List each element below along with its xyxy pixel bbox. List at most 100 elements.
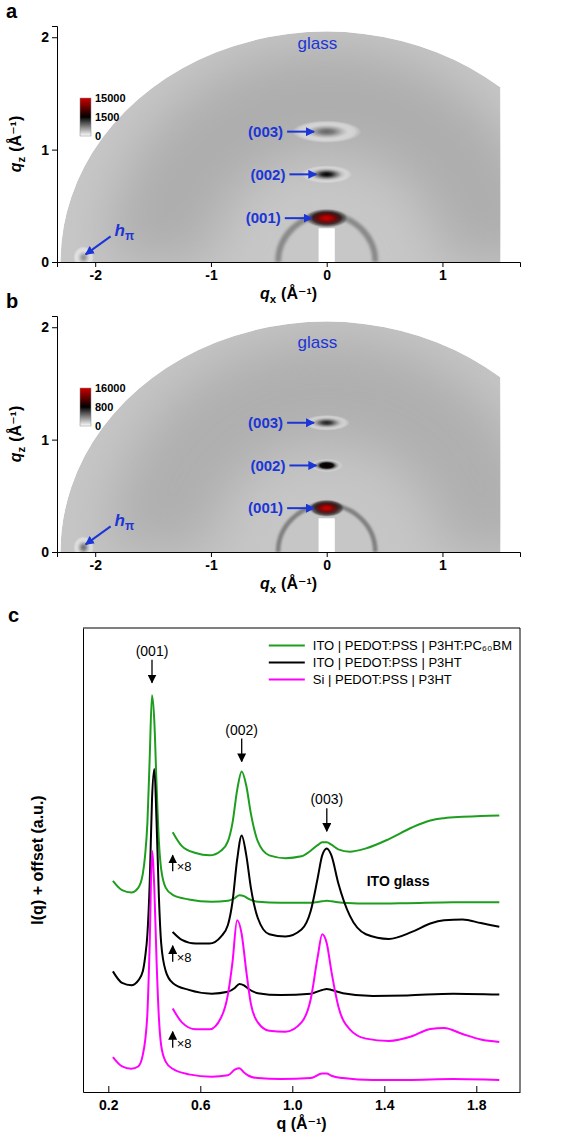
legend-swatch <box>269 678 305 680</box>
axis <box>83 629 84 1093</box>
tick-label: 0 <box>41 254 49 270</box>
beamstop <box>319 228 335 262</box>
series-line <box>173 835 500 943</box>
tick: 0 <box>323 262 331 283</box>
tick-mark <box>292 1086 293 1092</box>
series-line <box>113 769 499 996</box>
axis-line <box>52 27 58 263</box>
label-arrow <box>287 507 314 509</box>
legend-swatch <box>269 644 305 646</box>
axis-title-symbol: q <box>260 575 270 592</box>
axis-title-subscript: x <box>270 293 277 305</box>
tick-label: 0.2 <box>99 1097 119 1113</box>
colorbar-gradient <box>80 98 91 136</box>
figure: -2-101012qx(Å⁻¹)qz(Å⁻¹)0150015000(003)(0… <box>0 0 576 1138</box>
colorbar-label: 800 <box>95 401 113 413</box>
scale-label: ×8 <box>177 859 192 874</box>
plot-area <box>60 32 500 262</box>
axis: 012 <box>41 27 57 270</box>
series-line <box>113 851 499 1080</box>
tick-label: -1 <box>205 557 218 573</box>
label-arrow <box>326 808 327 831</box>
axis: -2 -1 0 1 <box>58 262 521 283</box>
peak-label: (001) <box>246 209 281 226</box>
tick: 1 <box>439 552 447 573</box>
axis-title: qx (Å⁻¹) <box>260 574 317 595</box>
tick-label: 1.0 <box>283 1097 303 1113</box>
axis-title-subscript: x <box>270 583 277 595</box>
label-arrow <box>285 217 312 219</box>
axis-title-unit: (Å⁻¹) <box>281 574 317 592</box>
tick-mark <box>52 37 57 38</box>
axis-line <box>52 317 58 553</box>
peak-label: (001) <box>248 499 283 516</box>
tick: 2 <box>41 29 57 45</box>
panel-letter: a <box>6 0 18 22</box>
axis-title-unit: (Å⁻¹) <box>6 116 24 152</box>
tick: -1 <box>205 262 218 283</box>
tick-mark <box>52 440 57 441</box>
colorbar-label: 15000 <box>95 92 126 104</box>
annotation: glass <box>298 34 338 53</box>
tick-label: 0 <box>323 557 331 573</box>
axis-title-subscript: z <box>15 156 27 162</box>
peak-label: (003) <box>310 791 343 807</box>
legend-label: ITO | PEDOT:PSS | P3HT <box>313 655 462 670</box>
tick-label: 1 <box>41 432 49 448</box>
label-arrow <box>86 526 111 544</box>
tick: 1.0 <box>283 1086 303 1113</box>
label-arrow <box>172 1032 173 1048</box>
axis-line <box>58 553 521 558</box>
panel: -2-101012qx(Å⁻¹)qz(Å⁻¹)0150015000(003)(0… <box>6 27 521 306</box>
h-label-subscript: π <box>125 229 134 243</box>
tick: 1 <box>439 262 447 283</box>
beamstop <box>319 518 335 552</box>
label-arrow <box>172 946 173 962</box>
colorbar-label: 16000 <box>95 382 126 394</box>
axis-title-symbol: q <box>7 162 24 172</box>
axis-title-subscript: z <box>15 446 27 452</box>
tick-label: -2 <box>89 267 102 283</box>
tick: -2 <box>89 262 102 283</box>
label-arrow <box>289 464 316 466</box>
tick-mark <box>200 1086 201 1092</box>
tick: -1 <box>205 552 218 573</box>
peak-label: (003) <box>248 123 283 140</box>
tick-mark <box>384 1086 385 1092</box>
tick: 0 <box>41 544 57 560</box>
axis-line <box>83 629 84 1093</box>
peak-label: (002) <box>250 457 285 474</box>
tick-label: 0 <box>323 267 331 283</box>
axis-title: I(q) + offset (a.u.) <box>29 795 46 924</box>
axis-line <box>58 263 521 268</box>
tick-label: 1 <box>439 557 447 573</box>
axis-title: qz (Å⁻¹) <box>6 116 27 173</box>
colorbar: 0150015000 <box>80 92 126 142</box>
h-label: hπ <box>115 511 135 533</box>
plot-area <box>60 322 500 552</box>
tick: 1 <box>41 432 57 448</box>
scale-label: ×8 <box>177 1036 192 1051</box>
series-line <box>173 771 500 858</box>
tick-label: 1 <box>439 267 447 283</box>
legend-item: ITO | PEDOT:PSS | P3HT:PC₆₀BM <box>269 638 512 653</box>
tick: 0 <box>323 552 331 573</box>
label-arrow <box>151 660 152 683</box>
tick-label: 2 <box>41 29 49 45</box>
legend-item: Si | PEDOT:PSS | P3HT <box>269 672 452 687</box>
tick-label: 0 <box>41 544 49 560</box>
legend-label: ITO | PEDOT:PSS | P3HT:PC₆₀BM <box>313 638 512 653</box>
tick: 0.2 <box>99 1086 119 1113</box>
peak-label: (003) <box>248 414 283 431</box>
axis-title-unit: (Å⁻¹) <box>281 284 317 302</box>
peak-label: (002) <box>250 166 285 183</box>
panel-letter: b <box>6 290 18 312</box>
tick: 0.6 <box>191 1086 211 1113</box>
tick-label: -1 <box>205 267 218 283</box>
tick-label: -2 <box>89 557 102 573</box>
h-label: hπ <box>115 221 135 243</box>
colorbar: 080016000 <box>80 382 126 432</box>
colorbar-gradient <box>80 388 91 426</box>
panel: -2-101012qx(Å⁻¹)qz(Å⁻¹)080016000(003)(00… <box>6 317 521 596</box>
colorbar-label: 1500 <box>95 111 119 123</box>
